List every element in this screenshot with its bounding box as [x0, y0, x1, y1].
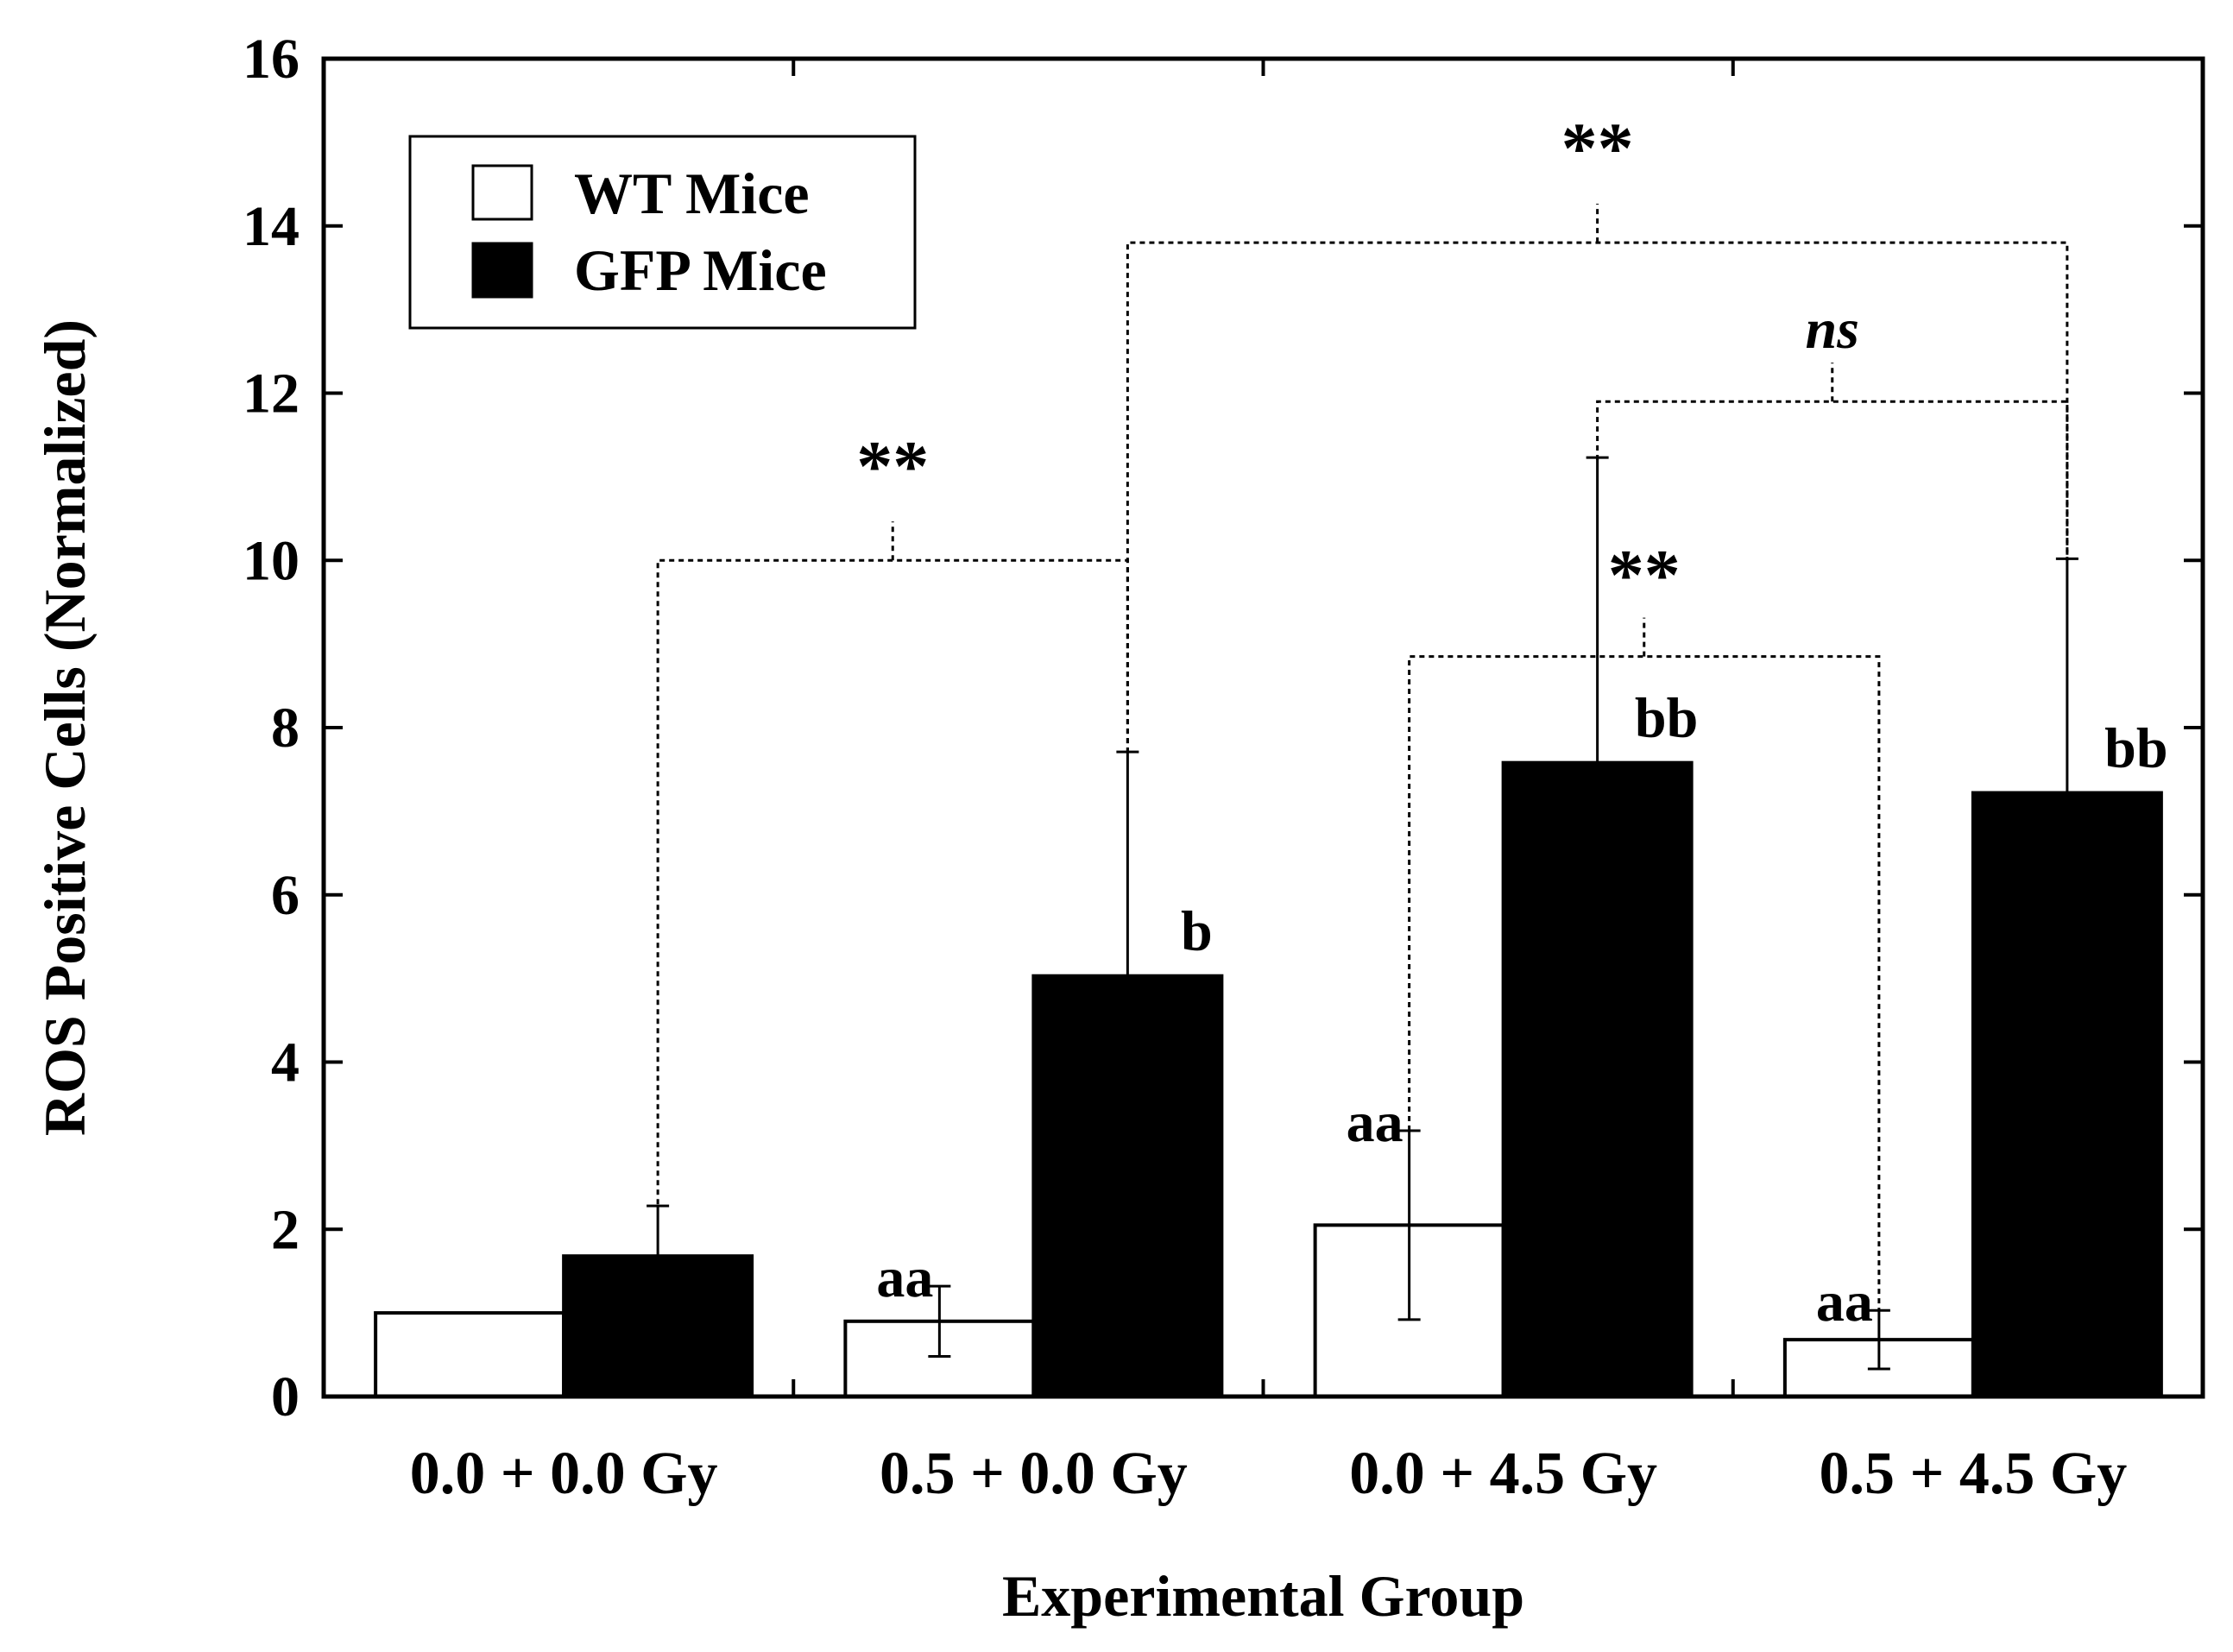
axes-layer: 0 2 4 6 8 10 12 14 16 0.0 + 0.0 Gy 0.5 + 0.0 Gy 0.0…	[243, 28, 2203, 1507]
significance-letter: bb	[2104, 717, 2167, 780]
legend: WT Mice GFP Mice	[408, 135, 917, 330]
y-tick-label: 12	[243, 363, 300, 426]
bars-layer	[374, 760, 2163, 1398]
x-tick-label: 0.5 + 4.5 Gy	[1819, 1441, 2127, 1507]
significance-bracket	[1596, 400, 2069, 561]
significance-letter: aa	[1816, 1271, 1873, 1334]
y-tick-label: 6	[271, 864, 300, 927]
significance-letter: aa	[876, 1246, 933, 1309]
y-axis-title: ROS Positive Cells (Normalized)	[32, 319, 98, 1136]
significance-marker: **	[1561, 109, 1634, 189]
significance-layer: ** ** ns **	[656, 109, 2069, 1311]
x-tick-label: 0.0 + 0.0 Gy	[410, 1441, 718, 1507]
y-tick-label: 8	[271, 697, 300, 760]
significance-marker: ns	[1806, 298, 1859, 361]
bar-gfp	[562, 1254, 754, 1398]
y-tick-label: 14	[243, 195, 300, 258]
x-axis-title: Experimental Group	[1002, 1563, 1524, 1629]
y-tick-label: 4	[271, 1031, 300, 1094]
legend-swatch-wt	[471, 164, 533, 221]
y-tick-label: 16	[243, 28, 300, 91]
y-tick-label: 0	[271, 1365, 300, 1428]
legend-label-gfp: GFP Mice	[574, 237, 827, 303]
significance-letter: b	[1181, 900, 1213, 963]
bar-wt	[374, 1311, 566, 1398]
y-tick-label: 2	[271, 1198, 300, 1261]
significance-marker: **	[856, 426, 929, 507]
legend-swatch-gfp	[471, 242, 533, 299]
significance-letter: aa	[1347, 1091, 1404, 1154]
x-tick-label: 0.5 + 0.0 Gy	[880, 1441, 1188, 1507]
significance-letter: bb	[1635, 687, 1698, 750]
x-tick-label: 0.0 + 4.5 Gy	[1349, 1441, 1657, 1507]
y-tick-label: 10	[243, 529, 300, 592]
significance-marker: **	[1608, 535, 1681, 615]
legend-label-wt: WT Mice	[574, 161, 810, 226]
